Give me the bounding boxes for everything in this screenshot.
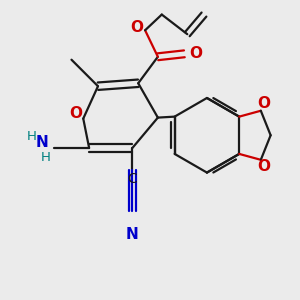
Text: N: N <box>36 135 48 150</box>
Text: O: O <box>69 106 82 121</box>
Text: O: O <box>131 20 144 35</box>
Text: C: C <box>128 172 137 186</box>
Text: H: H <box>26 130 36 143</box>
Text: O: O <box>257 159 270 174</box>
Text: O: O <box>189 46 202 61</box>
Text: N: N <box>126 226 139 242</box>
Text: O: O <box>257 96 270 111</box>
Text: H: H <box>41 152 51 164</box>
